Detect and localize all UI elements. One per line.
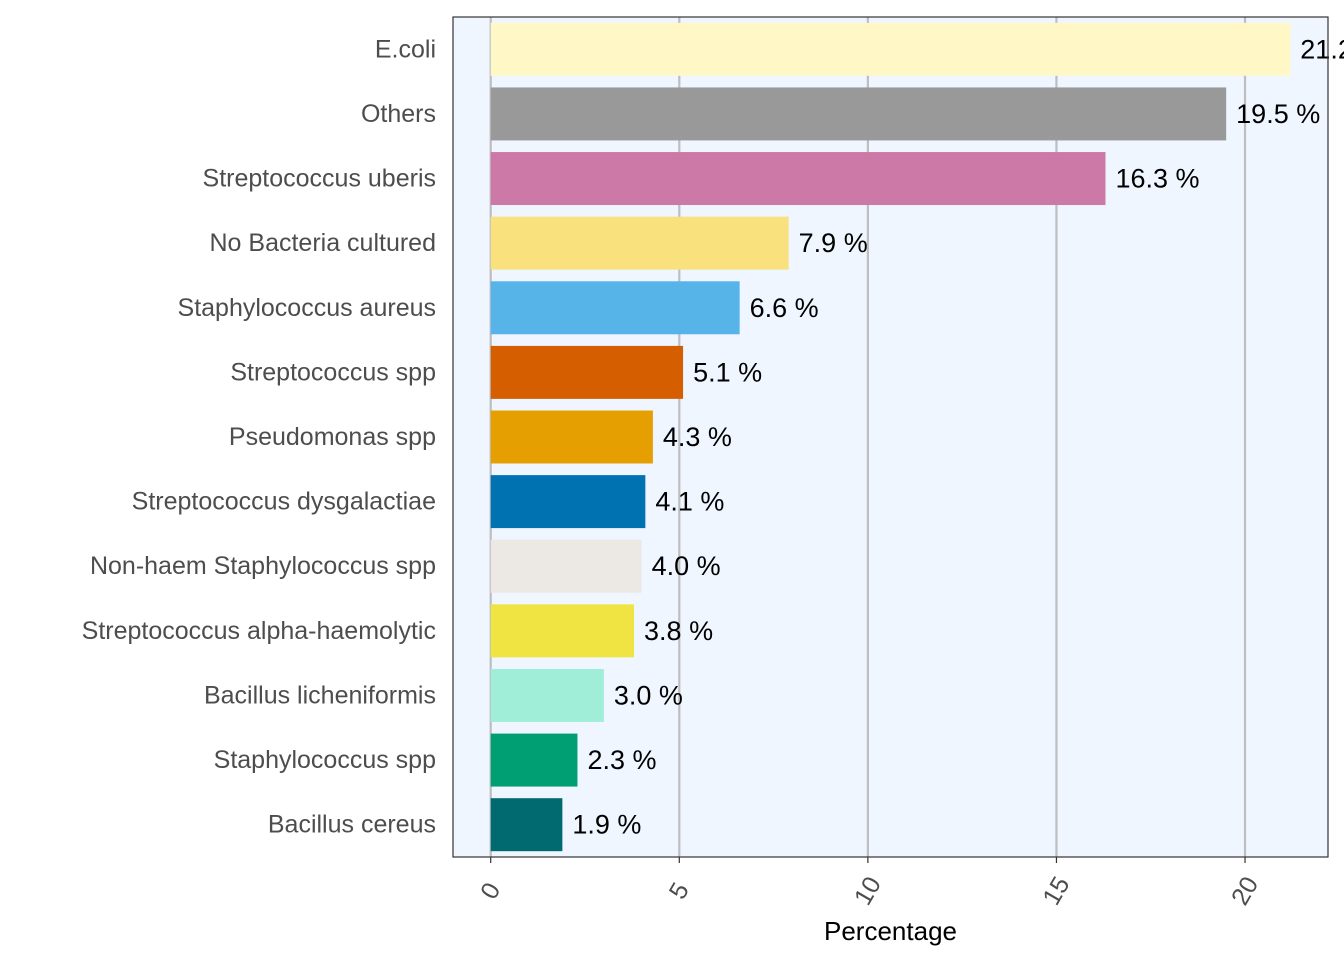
value-label-5: 5.1 %	[693, 357, 762, 387]
bar-10	[490, 668, 604, 722]
bar-11	[490, 733, 578, 787]
x-tick-label-10: 10	[849, 872, 887, 910]
x-axis-title: Percentage	[824, 916, 957, 946]
category-label-2: Streptococcus uberis	[203, 165, 436, 193]
category-label-7: Streptococcus dysgalactiae	[132, 488, 436, 516]
category-label-11: Staphylococcus spp	[214, 746, 436, 774]
category-label-1: Others	[361, 100, 436, 128]
category-label-0: E.coli	[375, 35, 436, 63]
category-label-4: Staphylococcus aureus	[178, 294, 436, 322]
bar-2	[490, 152, 1106, 206]
value-label-2: 16.3 %	[1115, 164, 1199, 194]
value-label-1: 19.5 %	[1236, 99, 1320, 129]
bar-1	[490, 87, 1227, 141]
value-label-11: 2.3 %	[587, 745, 656, 775]
category-label-10: Bacillus licheniformis	[204, 681, 436, 709]
value-label-12: 1.9 %	[572, 810, 641, 840]
category-label-6: Pseudomonas spp	[229, 423, 436, 451]
x-tick-label-15: 15	[1037, 872, 1075, 910]
bar-8	[490, 539, 642, 593]
value-label-10: 3.0 %	[614, 680, 683, 710]
category-label-9: Streptococcus alpha-haemolytic	[82, 617, 436, 645]
bar-5	[490, 345, 684, 399]
category-label-5: Streptococcus spp	[230, 358, 436, 386]
value-label-7: 4.1 %	[655, 487, 724, 517]
plot-panel-border	[452, 16, 1329, 858]
bar-6	[490, 410, 653, 464]
bar-12	[490, 798, 563, 852]
bar-4	[490, 281, 740, 335]
value-label-6: 4.3 %	[663, 422, 732, 452]
x-tick-label-0: 0	[475, 878, 506, 904]
value-label-4: 6.6 %	[750, 293, 819, 323]
category-label-3: No Bacteria cultured	[209, 229, 436, 257]
bar-7	[490, 475, 646, 529]
value-label-9: 3.8 %	[644, 616, 713, 646]
category-label-12: Bacillus cereus	[268, 811, 436, 839]
category-label-8: Non-haem Staphylococcus spp	[90, 552, 436, 580]
bar-0	[490, 22, 1291, 76]
value-label-3: 7.9 %	[799, 228, 868, 258]
x-tick-label-5: 5	[664, 878, 695, 904]
bar-3	[490, 216, 789, 270]
x-tick-label-20: 20	[1226, 872, 1264, 910]
value-label-8: 4.0 %	[652, 551, 721, 581]
value-label-0: 21.2 %	[1300, 34, 1344, 64]
bar-9	[490, 604, 635, 658]
